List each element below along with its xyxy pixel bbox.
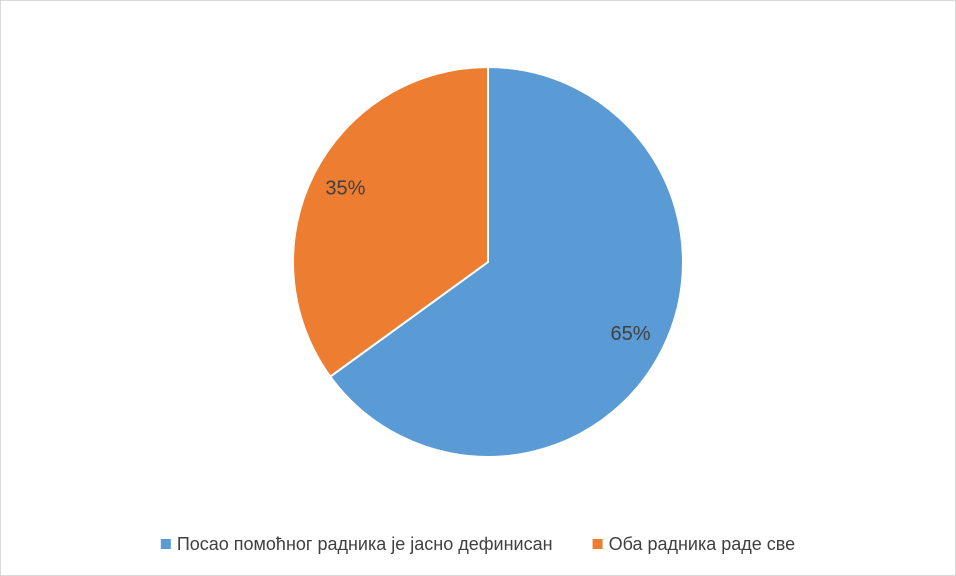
data-label: 65% <box>611 323 651 345</box>
pie-slice <box>292 65 489 379</box>
legend-swatch <box>160 539 171 549</box>
data-label: 35% <box>325 178 365 200</box>
legend-label: Оба радника раде све <box>609 534 796 554</box>
pie-slice <box>328 65 684 458</box>
legend-swatch <box>592 539 603 549</box>
legend-label: Посао помоћног радника је јасно дефиниса… <box>177 534 553 554</box>
